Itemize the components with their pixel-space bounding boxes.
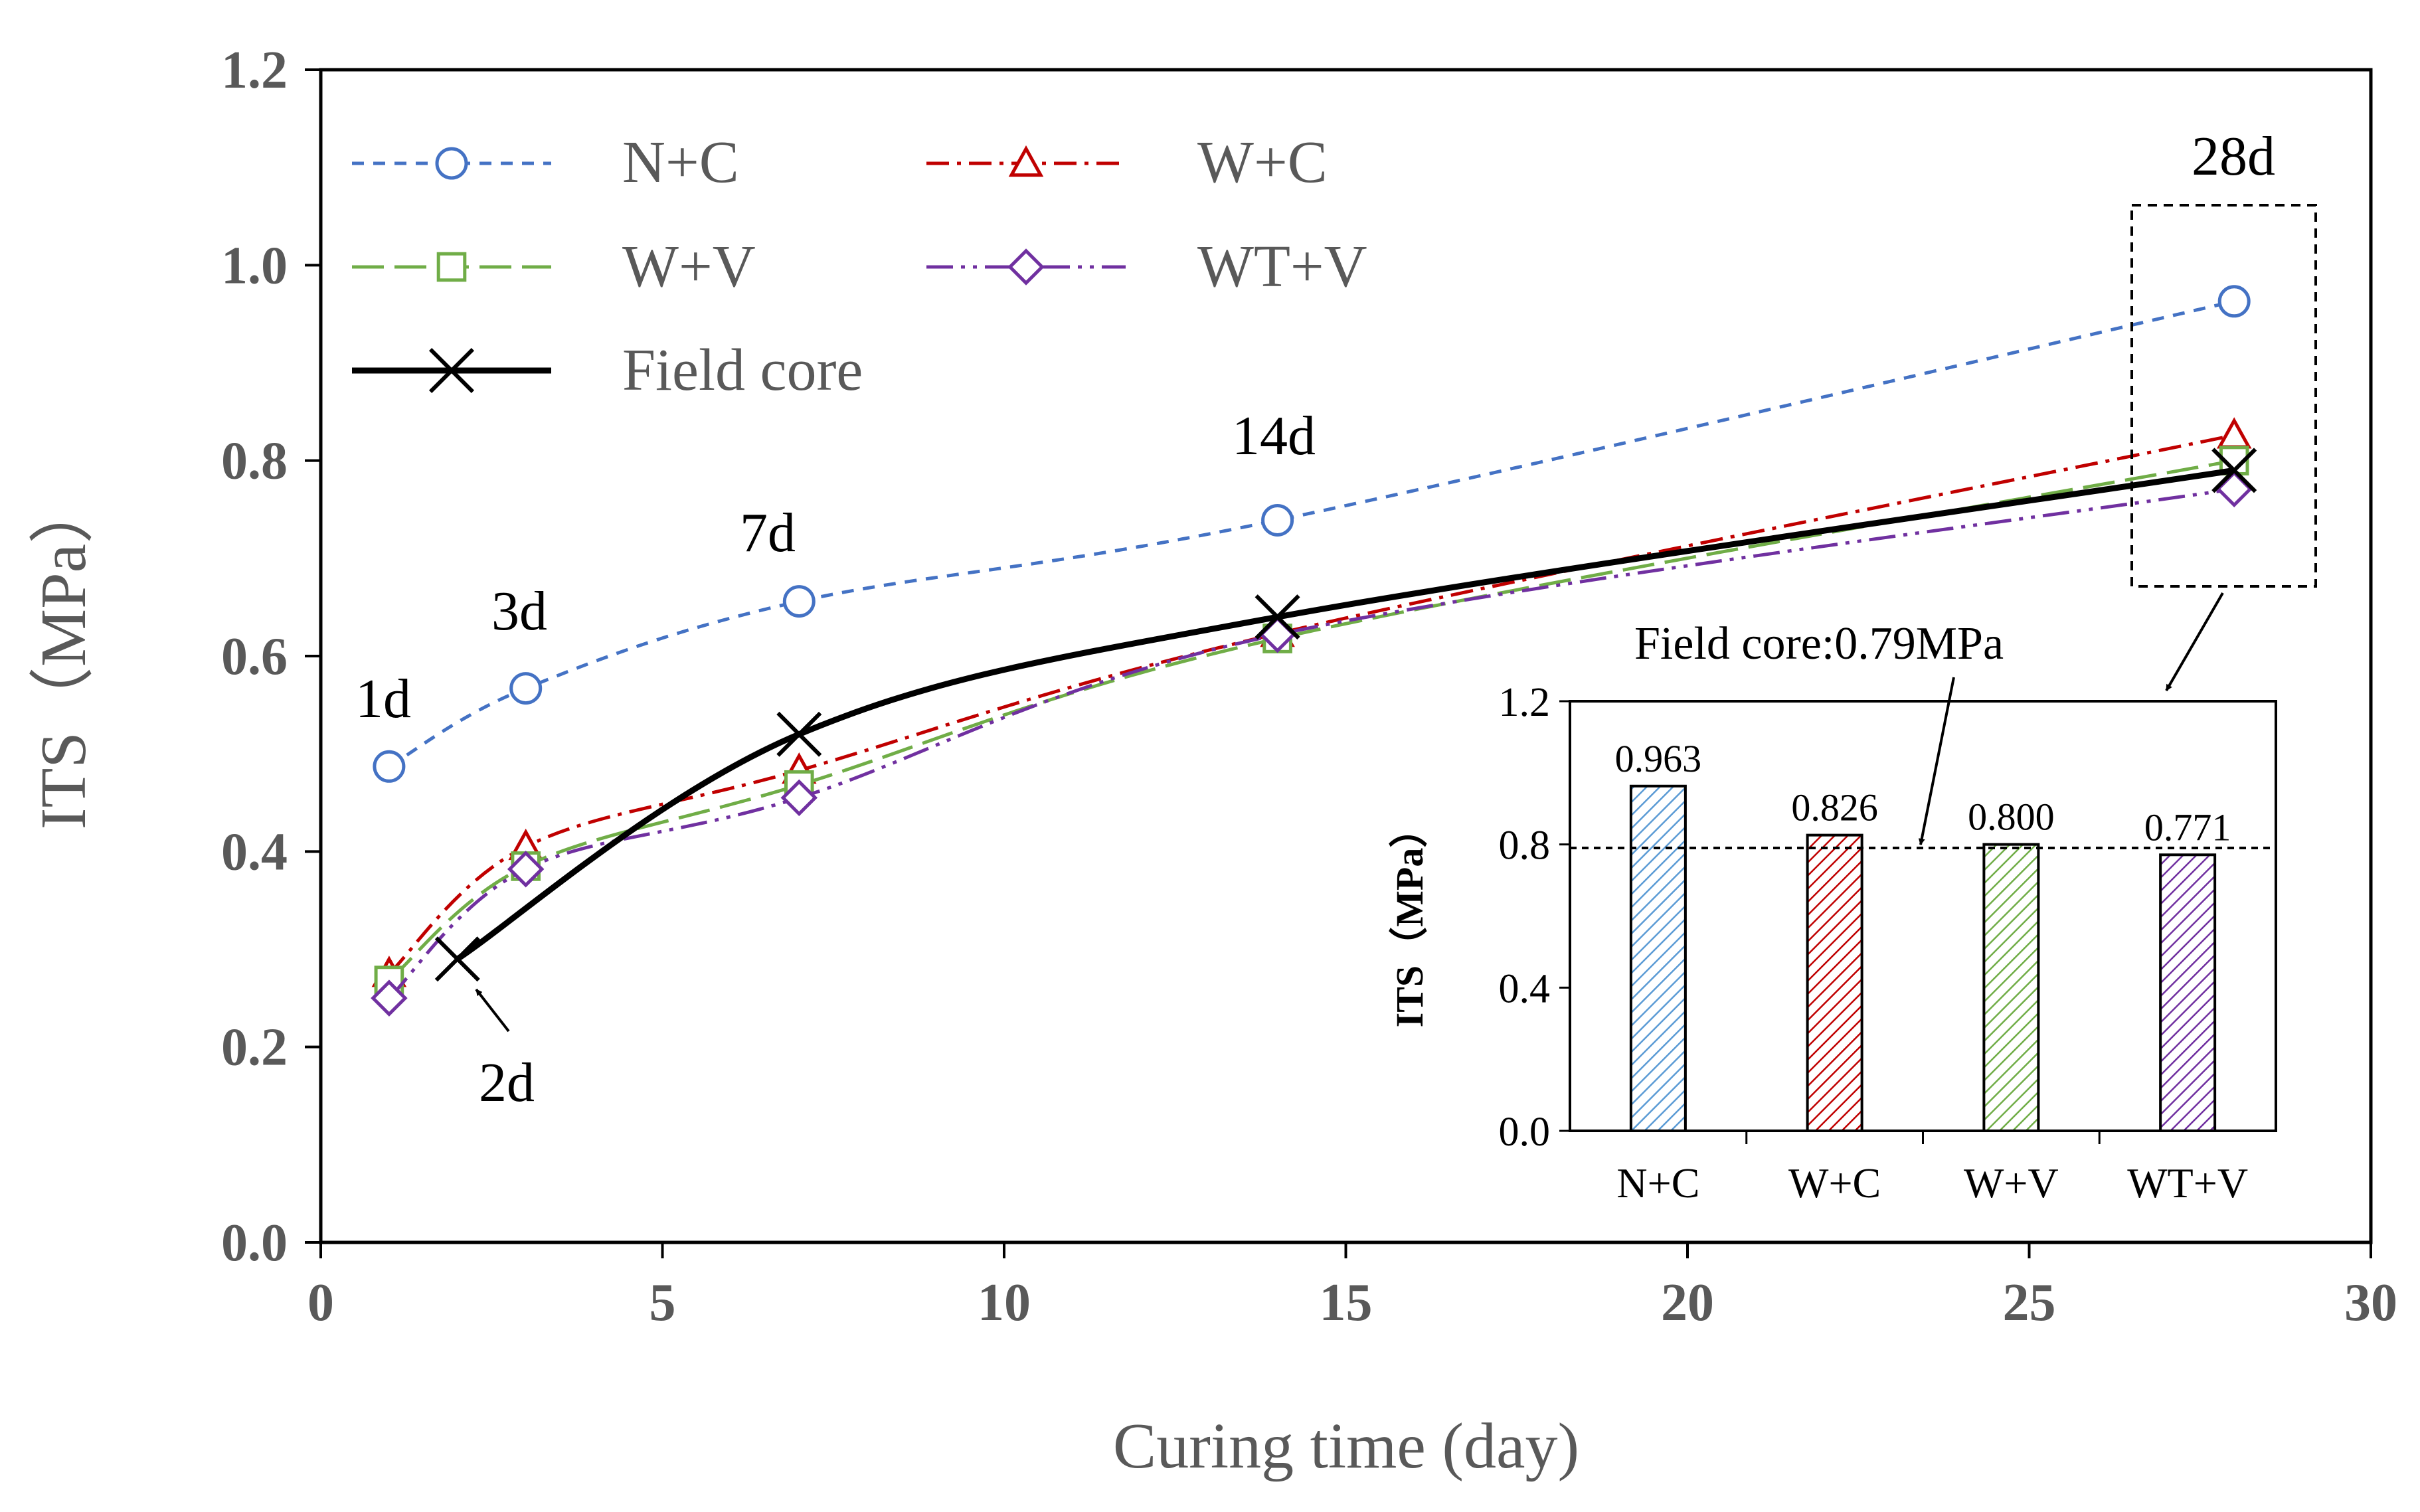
- main-x-tick-label: 20: [1661, 1274, 1714, 1332]
- inset-y-tick-label: 0.0: [1499, 1110, 1551, 1155]
- inset-y-axis-ticks: 0.0 0.4 0.8 1.2: [1499, 680, 1570, 1155]
- series-point-wt-v-3: [507, 851, 545, 888]
- series-point-field-core-2-stroke-b: [434, 936, 480, 982]
- main-y-axis-ticks: 0.0 0.2 0.4 0.6 0.8 1.0 1.2: [221, 41, 321, 1272]
- main-y-axis-label: ITS（MPa）: [28, 479, 100, 829]
- series-point-n-c-14: [1261, 503, 1294, 537]
- series-point-wt-v-1: [371, 979, 408, 1017]
- series-point-field-core-7: [776, 711, 822, 757]
- legend-sample-field-core: [352, 347, 551, 394]
- series-line-wt-v: [388, 487, 2235, 999]
- annotation-1d: 1d: [355, 668, 411, 730]
- inset-bar-w-v: [1982, 843, 2040, 1132]
- main-x-axis-ticks: 0 5 10 15 20 25 30: [307, 1242, 2397, 1332]
- main-x-tick-label: 0: [307, 1274, 334, 1332]
- inset-y-tick-label: 0.4: [1499, 966, 1551, 1011]
- series-line-w-c: [388, 433, 2235, 975]
- legend-marker-field-core: [428, 347, 475, 394]
- highlight-28d-arrow: [2165, 592, 2224, 692]
- inset-bar-chart: 0.0 0.4 0.8 1.2 0.963 0.826 0.800 0.771 N+C W+C…: [1388, 618, 2277, 1207]
- inset-bar-value-w-v: 0.800: [1968, 796, 2055, 839]
- legend-label-wt-v: WT+V: [1197, 234, 1367, 299]
- inset-x-tick-label: N+C: [1616, 1159, 1699, 1207]
- legend-sample-w-c: [926, 145, 1126, 177]
- legend-sample-n-c: [352, 147, 551, 180]
- main-y-tick-label: 0.4: [221, 823, 288, 881]
- legend-marker-w-c: [1008, 145, 1044, 177]
- legend-label-field-core: Field core: [622, 337, 863, 403]
- legend-marker-wt-v: [1007, 248, 1045, 286]
- field-core-reference-arrow: [1918, 677, 1955, 845]
- series-point-n-c-1: [373, 750, 406, 783]
- inset-y-tick-label: 0.8: [1499, 823, 1551, 869]
- series-point-field-core-7-stroke-b: [776, 711, 822, 757]
- legend-marker-w-v: [436, 252, 467, 282]
- legend-sample-w-v: [352, 252, 551, 282]
- inset-x-tick-label: W+C: [1788, 1159, 1881, 1207]
- inset-y-axis-label: ITS（MPa）: [1388, 809, 1431, 1028]
- legend-entry-n-c: N+C: [352, 129, 739, 195]
- annotation-3d: 3d: [491, 580, 547, 642]
- series-line-field-core: [456, 467, 2235, 962]
- main-y-tick-label: 0.6: [221, 628, 288, 686]
- series-point-n-c-7: [782, 585, 816, 618]
- series-point-field-core-2: [434, 936, 480, 982]
- inset-y-tick-label: 1.2: [1499, 680, 1551, 725]
- main-x-tick-label: 5: [649, 1274, 676, 1332]
- main-x-tick-label: 10: [978, 1274, 1031, 1332]
- field-core-reference-label: Field core:0.79MPa: [1634, 618, 2004, 669]
- legend-label-w-v: W+V: [622, 234, 756, 299]
- series-line-w-v: [388, 459, 2235, 982]
- inset-bar-w-c: [1806, 833, 1863, 1132]
- legend-entry-w-v: W+V: [352, 234, 756, 299]
- inset-bar-value-n-c: 0.963: [1615, 737, 1702, 780]
- annotation-7d: 7d: [740, 502, 796, 564]
- legend-sample-wt-v: [926, 248, 1126, 286]
- main-y-tick-label: 1.0: [221, 236, 288, 295]
- series-point-n-c-3: [509, 672, 543, 705]
- annotation-28d: 28d: [2192, 126, 2275, 187]
- series-point-field-core-28-stroke-b: [2211, 448, 2257, 493]
- legend-label-n-c: N+C: [622, 129, 739, 195]
- main-x-tick-label: 15: [1320, 1274, 1373, 1332]
- inset-bar-value-wt-v: 0.771: [2144, 805, 2231, 849]
- annotation-14d: 14d: [1232, 405, 1316, 467]
- main-y-tick-label: 1.2: [221, 41, 288, 100]
- legend-marker-field-core-stroke-b: [428, 347, 475, 394]
- main-x-tick-label: 30: [2344, 1274, 2397, 1332]
- inset-x-axis-labels: N+C W+C W+V WT+V: [1616, 1131, 2248, 1207]
- series-point-n-c-28: [2217, 285, 2251, 318]
- annotation-2d: 2d: [479, 1052, 535, 1114]
- inset-bar-wt-v: [2159, 853, 2217, 1132]
- legend: N+C W+C W+V WT+V Field core: [352, 129, 1367, 403]
- inset-bar-value-w-c: 0.826: [1791, 786, 1878, 829]
- series-point-wt-v-7: [780, 779, 818, 817]
- inset-bars: 0.963 0.826 0.800 0.771: [1615, 737, 2231, 1132]
- main-y-tick-label: 0.8: [221, 432, 288, 491]
- series-point-w-c-28: [2216, 417, 2252, 449]
- annotation-2d-arrow: [475, 988, 510, 1033]
- series-point-field-core-14-stroke-b: [1254, 594, 1300, 640]
- main-x-axis-label: Curing time (day): [1113, 1410, 1579, 1482]
- legend-entry-field-core: Field core: [352, 337, 863, 403]
- legend-label-w-c: W+C: [1197, 129, 1328, 195]
- series-point-field-core-28: [2211, 448, 2257, 493]
- series-layer: [371, 285, 2257, 1017]
- inset-bar-n-c: [1629, 784, 1687, 1132]
- inset-x-tick-label: W+V: [1964, 1159, 2059, 1207]
- series-point-wt-v-28: [2215, 470, 2253, 508]
- main-x-tick-label: 25: [2003, 1274, 2056, 1332]
- inset-x-tick-label: WT+V: [2127, 1159, 2248, 1207]
- legend-marker-n-c: [435, 147, 468, 180]
- main-y-tick-label: 0.2: [221, 1019, 288, 1077]
- legend-entry-wt-v: WT+V: [926, 234, 1367, 299]
- main-y-tick-label: 0.0: [221, 1214, 288, 1272]
- series-point-field-core-14: [1254, 594, 1300, 640]
- legend-entry-w-c: W+C: [926, 129, 1328, 195]
- highlight-28d-box: [2130, 204, 2317, 588]
